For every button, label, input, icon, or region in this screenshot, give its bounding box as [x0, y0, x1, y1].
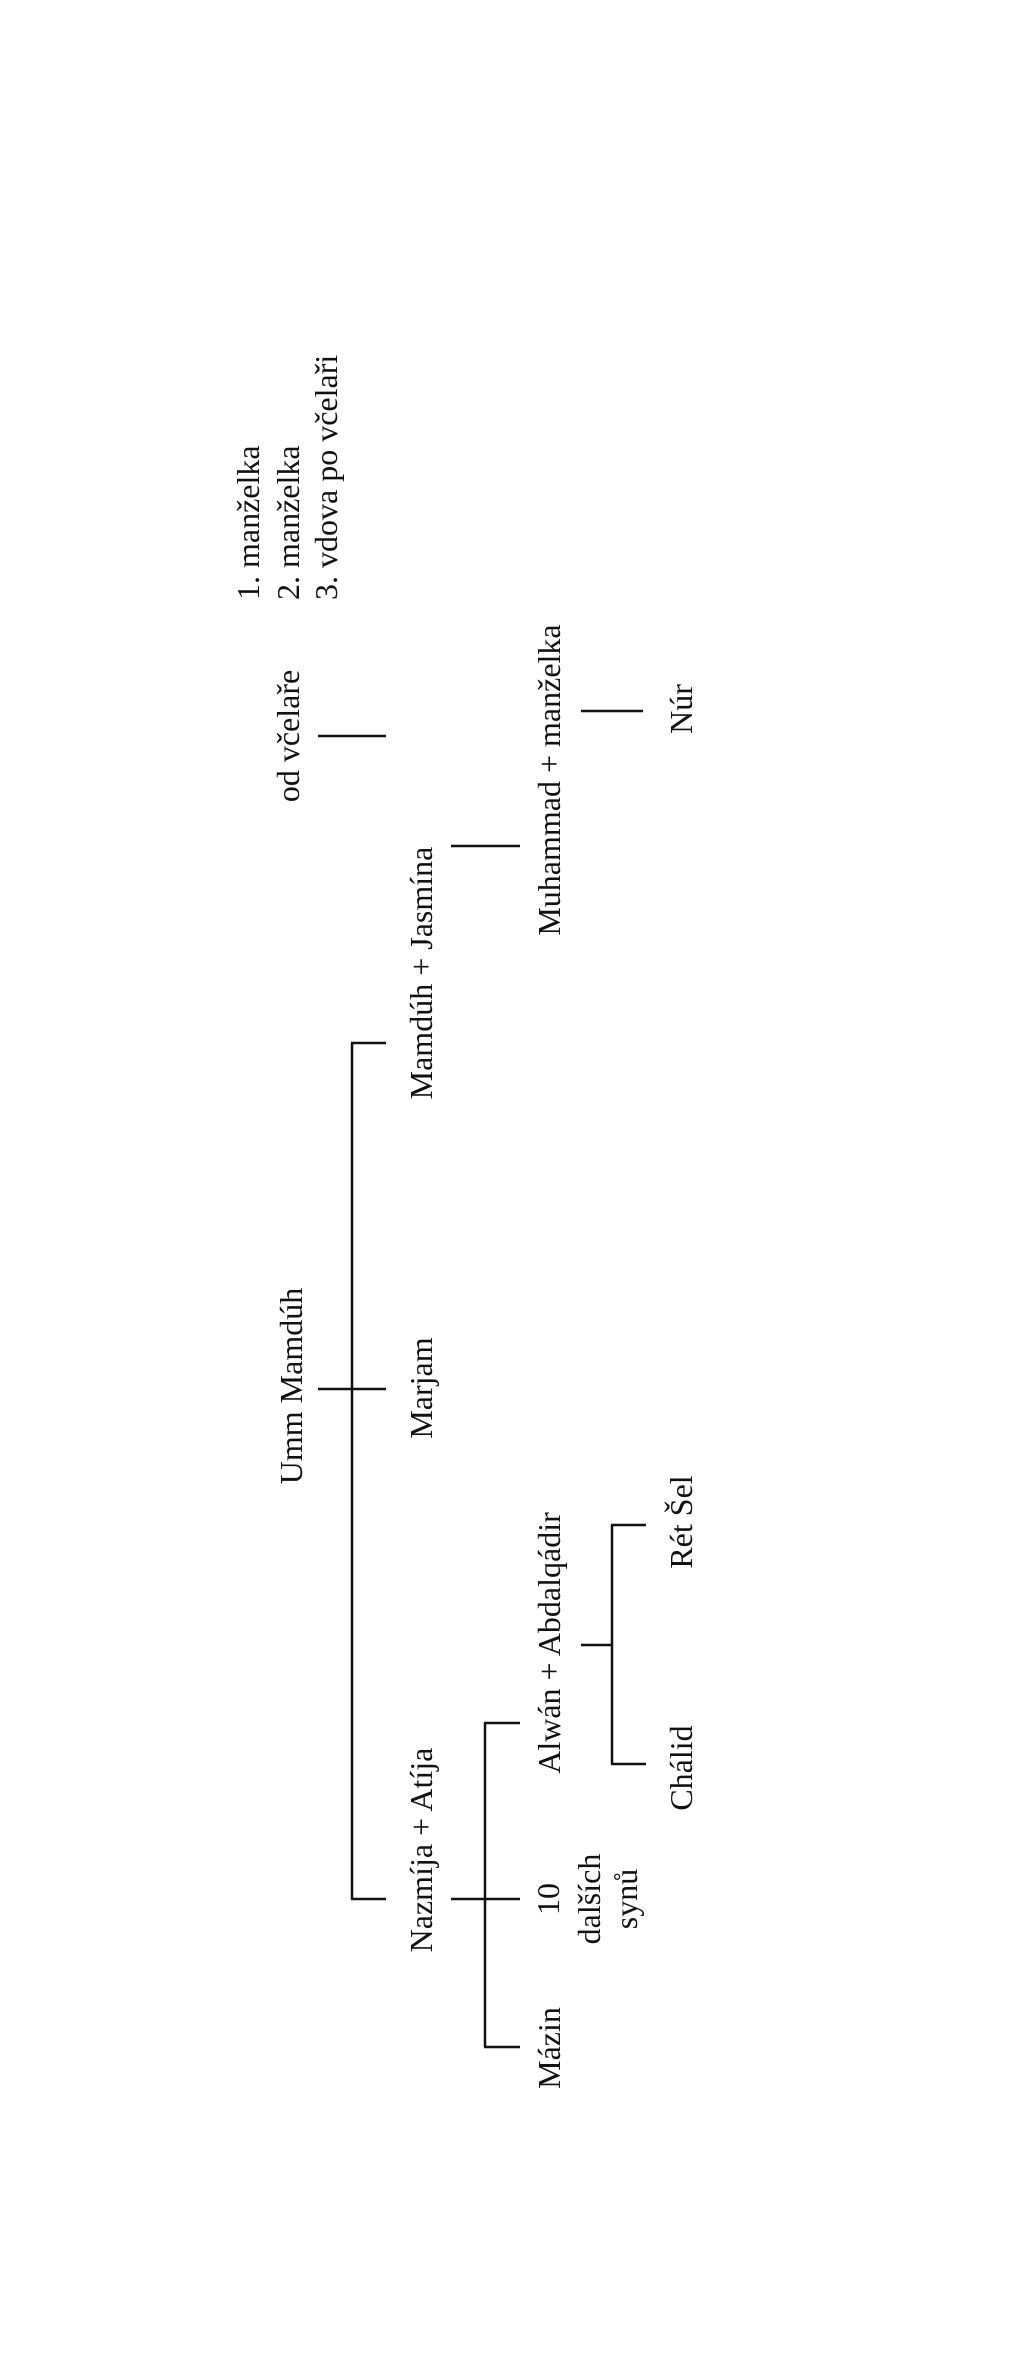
node-alwan-abdalqadir: Alwán + Abdalqádir — [531, 1512, 567, 1774]
node-nazmija-atija: Nazmíja + Atíja — [403, 1748, 439, 1953]
wife-2-label: 2. manželka — [270, 445, 306, 600]
wife-3-label: 3. vdova po včelaři — [308, 355, 344, 600]
node-ret-sel: Rét Šel — [663, 1475, 699, 1568]
node-mazin: Mázin — [531, 2007, 567, 2089]
node-mamduh-jasmina: Mamdúh + Jasmína — [403, 847, 439, 1100]
node-chalid: Chálid — [663, 1725, 699, 1810]
node-other-sons-line-2: dalších — [571, 1854, 607, 1945]
node-nur: Núr — [663, 684, 699, 734]
node-muhammad-manzelka: Muhammad + manželka — [531, 624, 567, 935]
wife-1-label: 1. manželka — [230, 445, 266, 600]
node-umm-mamduh: Umm Mamdúh — [273, 1288, 309, 1484]
node-marjam: Marjam — [403, 1337, 439, 1438]
node-od-vcelare: od včelaře — [270, 670, 306, 802]
node-other-sons-line-1: 10 — [530, 1883, 566, 1915]
node-other-sons-line-3: synů — [608, 1869, 644, 1929]
